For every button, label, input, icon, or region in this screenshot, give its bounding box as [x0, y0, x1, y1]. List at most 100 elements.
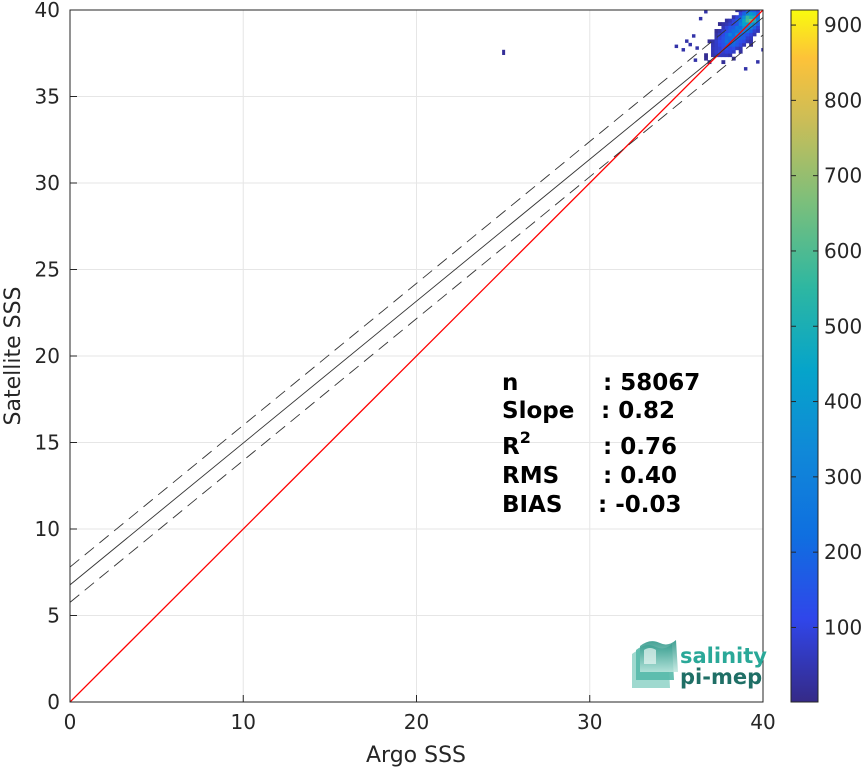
heatmap-cell: [745, 22, 750, 26]
colorbar-tick-label: 800: [824, 88, 862, 112]
y-axis-ticks: 0 5 10 15 20 25 30 35 40: [35, 0, 77, 714]
heatmap-cell: [749, 29, 754, 33]
heatmap-cell: [738, 29, 743, 33]
heatmap-cell: [735, 46, 740, 51]
heatmap-cell: [724, 32, 729, 37]
heatmap-cell: [735, 22, 740, 26]
heatmap-cell: [714, 42, 719, 47]
heatmap-cell: [738, 11, 743, 16]
y-tick-label: 0: [47, 690, 60, 714]
heatmap-cell: [735, 25, 740, 30]
heatmap-cell: [735, 32, 740, 37]
y-tick-label: 40: [35, 0, 60, 22]
stat-label: BIAS: [502, 492, 562, 518]
heatmap-cell: [717, 46, 722, 51]
heatmap-cell: [731, 46, 736, 51]
heatmap-cell: [749, 15, 754, 20]
heatmap-cell: [728, 39, 733, 44]
heatmap-cell: [742, 25, 747, 30]
heatmap-cell: [704, 53, 708, 58]
heatmap-cell: [724, 25, 729, 30]
heatmap-cell: [752, 25, 757, 30]
heatmap-cell: [724, 18, 729, 23]
wave-logo-icon: [632, 640, 678, 688]
heatmap-cell: [717, 49, 722, 54]
heatmap-cell: [691, 34, 696, 38]
heatmap-cell: [724, 46, 729, 51]
heatmap-cell: [749, 32, 754, 37]
stat-label: n: [502, 370, 518, 396]
heatmap-cell: [738, 22, 743, 26]
colorbar-tick-label: 700: [824, 164, 862, 188]
x-tick-label: 20: [404, 710, 429, 734]
logo-line2: pi-mep: [680, 665, 762, 689]
heatmap-cell: [745, 32, 750, 37]
heatmap-cell: [742, 18, 747, 23]
heatmap-cell: [738, 32, 743, 37]
heatmap-cell: [721, 53, 726, 58]
x-axis-label: Argo SSS: [366, 743, 466, 768]
stat-value: : 0.40: [603, 463, 677, 489]
heatmap-cell: [742, 29, 747, 33]
heatmap-cell: [728, 32, 733, 37]
colorbar-tick-label: 200: [824, 540, 862, 564]
heatmap-cell: [685, 39, 689, 43]
heatmap-cell: [738, 35, 743, 40]
heatmap-cell: [714, 29, 719, 33]
heatmap-cell: [738, 39, 743, 44]
heatmap-cell: [721, 22, 726, 26]
y-axis-label: Satellite SSS: [1, 287, 26, 426]
heatmap-cell: [688, 42, 692, 47]
heatmap-cell: [738, 10, 743, 13]
heatmap-cell: [761, 48, 763, 52]
x-tick-label: 30: [577, 710, 602, 734]
heatmap-cell: [693, 58, 698, 62]
heatmap-cell: [728, 49, 733, 54]
heatmap-cell: [749, 10, 754, 13]
heatmap-cell: [728, 29, 733, 33]
heatmap-cell: [728, 18, 733, 23]
y-tick-label: 30: [35, 171, 60, 195]
y-tick-label: 35: [35, 85, 60, 109]
heatmap-cell: [731, 32, 736, 37]
heatmap-cell: [742, 39, 747, 44]
heatmap-cell: [738, 15, 743, 20]
stat-value: : 0.76: [603, 434, 677, 460]
heatmap-cell: [717, 42, 722, 47]
fit-lower-line: [70, 34, 763, 603]
heatmap-cell: [717, 53, 722, 58]
heatmap-cell: [749, 18, 754, 23]
heatmap-cell: [735, 39, 740, 44]
fit-line: [70, 17, 763, 586]
colorbar-tick-label: 500: [824, 314, 862, 338]
y-tick-label: 15: [35, 431, 60, 455]
heatmap-cell: [742, 32, 747, 37]
heatmap-cell: [711, 53, 715, 58]
heatmap-cell: [724, 53, 729, 58]
heatmap-cell: [731, 42, 736, 47]
heatmap-cell: [717, 22, 722, 26]
heatmap-cell: [704, 10, 708, 14]
heatmap-cell: [752, 15, 757, 20]
heatmap-cell: [756, 15, 760, 20]
isolated-point: [502, 49, 506, 55]
heatmap-cell: [735, 35, 740, 40]
heatmap-cell: [707, 60, 712, 65]
heatmap-cell: [721, 25, 726, 30]
heatmap-cell: [724, 42, 729, 47]
heatmap-cell: [724, 39, 729, 44]
heatmap-cell: [721, 60, 726, 65]
stat-value: : -0.03: [598, 492, 682, 518]
heatmap-cell: [731, 15, 736, 20]
stats-box: n: 58067 Slope: 0.82 R2: 0.76 RMS: 0.40 BIAS…: [502, 370, 700, 518]
colorbar-tick-label: 900: [824, 13, 862, 37]
heatmap-cell: [731, 18, 736, 23]
heatmap-cell: [752, 11, 757, 16]
heatmap-cell: [717, 39, 722, 44]
heatmap-cell: [698, 16, 703, 21]
heatmap-cell: [717, 35, 722, 40]
colorbar: 100 200 300 400 500 600 700 800 900: [790, 9, 862, 703]
heatmap-cell: [738, 49, 743, 54]
heatmap-cell: [711, 46, 715, 51]
heatmap-cell: [745, 29, 750, 33]
